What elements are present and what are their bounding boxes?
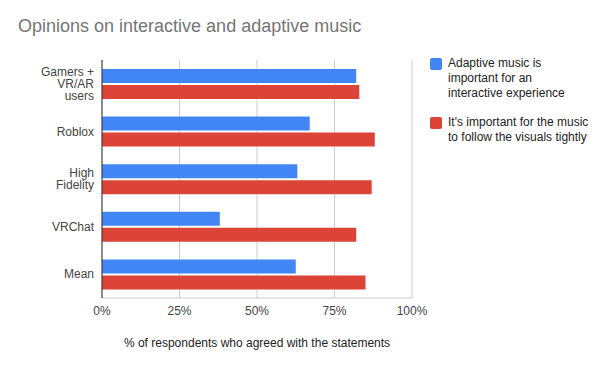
svg-text:Roblox: Roblox [57, 125, 94, 139]
html-text:It's important for the music t: It's important for the music to follow t… [448, 115, 589, 144]
svg-text:HighFidelity: HighFidelity [56, 166, 94, 192]
svg-text:Gamers +VR/ARusers: Gamers +VR/ARusers [41, 65, 94, 103]
svg-text:75%: 75% [322, 304, 346, 318]
svg-text:50%: 50% [245, 304, 269, 318]
svg-text:25%: 25% [167, 304, 191, 318]
svg-text:100%: 100% [397, 304, 428, 318]
svg-text:Mean: Mean [64, 267, 94, 281]
svg-text:0%: 0% [93, 304, 111, 318]
svg-text:VRChat: VRChat [52, 220, 95, 234]
html-text:Opinions on interactive and ad: Opinions on interactive and adaptive mus… [18, 16, 362, 36]
html-text:Adaptive music is important fo: Adaptive music is important for an inter… [448, 56, 565, 100]
svg-text:% of respondents who agreed wi: % of respondents who agreed with the sta… [124, 336, 390, 350]
